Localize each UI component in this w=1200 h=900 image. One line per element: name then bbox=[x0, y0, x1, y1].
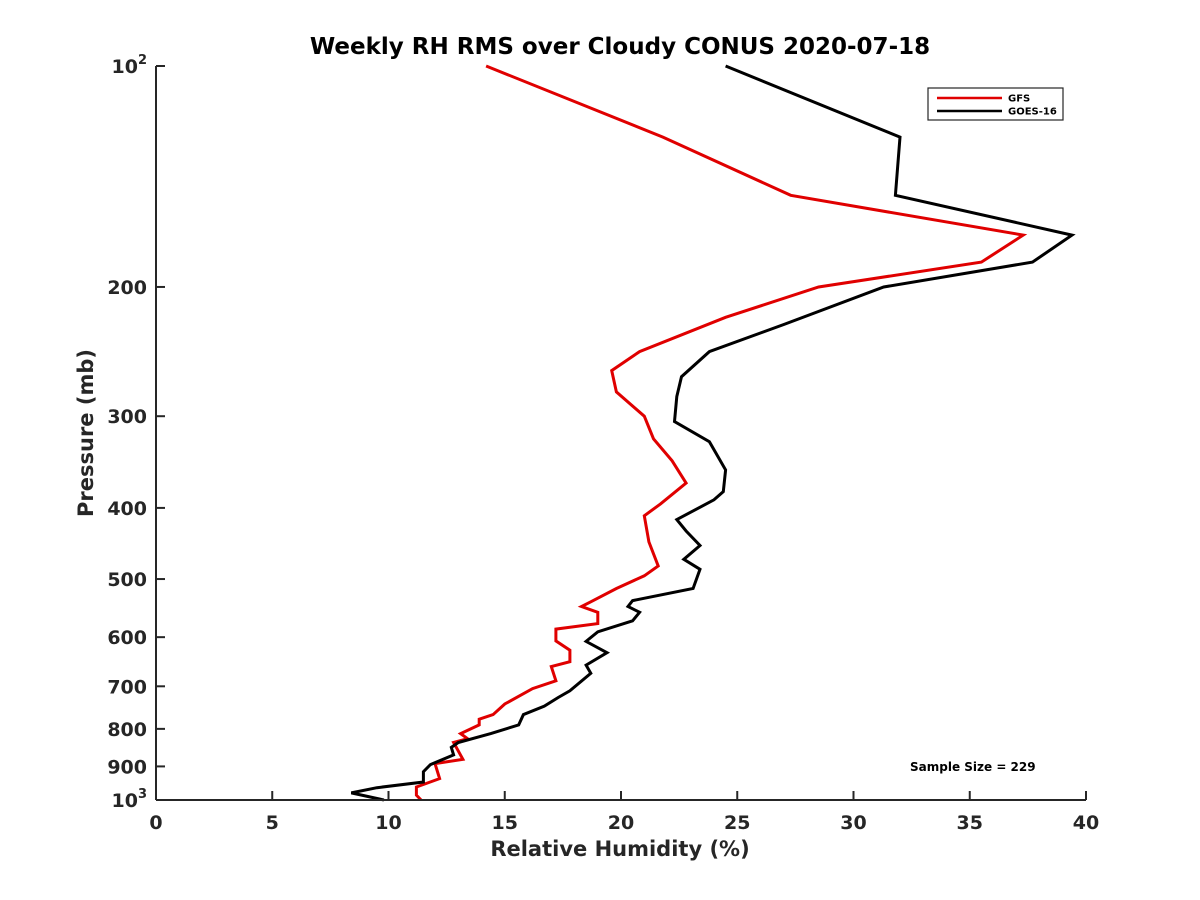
chart-title: Weekly RH RMS over Cloudy CONUS 2020-07-… bbox=[310, 34, 930, 60]
y-tick-label: 800 bbox=[107, 719, 147, 741]
y-tick-label: 103 bbox=[112, 787, 148, 812]
x-tick-label: 0 bbox=[149, 812, 162, 834]
y-axis-title: Pressure (mb) bbox=[74, 349, 98, 517]
x-tick-label: 25 bbox=[724, 812, 750, 834]
x-axis-title: Relative Humidity (%) bbox=[490, 837, 749, 861]
y-tick-label: 200 bbox=[107, 277, 147, 299]
y-tick-label: 102 bbox=[112, 53, 148, 78]
y-tick-label: 700 bbox=[107, 676, 147, 698]
legend-box bbox=[927, 87, 1064, 121]
x-tick-label: 40 bbox=[1073, 812, 1099, 834]
x-tick-label: 5 bbox=[266, 812, 279, 834]
x-tick-label: 20 bbox=[608, 812, 634, 834]
y-tick-label: 500 bbox=[107, 569, 147, 591]
legend: GFS GOES-16 bbox=[927, 87, 1064, 121]
y-tick-label: 600 bbox=[107, 627, 147, 649]
series-layer bbox=[350, 64, 1076, 802]
x-tick-label: 10 bbox=[375, 812, 401, 834]
legend-label-gfs: GFS bbox=[1008, 94, 1030, 105]
x-tick-label: 30 bbox=[840, 812, 866, 834]
x-tick-label: 15 bbox=[492, 812, 518, 834]
x-tick-label: 35 bbox=[957, 812, 983, 834]
x-ticks: 0 5 10 15 20 25 30 35 40 bbox=[149, 791, 1099, 834]
sample-size-annotation: Sample Size = 229 bbox=[910, 760, 1036, 774]
y-ticks: 102 200 300 400 500 600 700 800 900 103 bbox=[107, 53, 165, 812]
y-tick-label: 300 bbox=[107, 406, 147, 428]
y-tick-label: 400 bbox=[107, 498, 147, 520]
series-line-goes16 bbox=[350, 64, 1076, 802]
legend-label-goes16: GOES-16 bbox=[1008, 107, 1057, 118]
y-tick-label: 900 bbox=[107, 756, 147, 778]
series-line-gfs bbox=[414, 64, 1028, 802]
